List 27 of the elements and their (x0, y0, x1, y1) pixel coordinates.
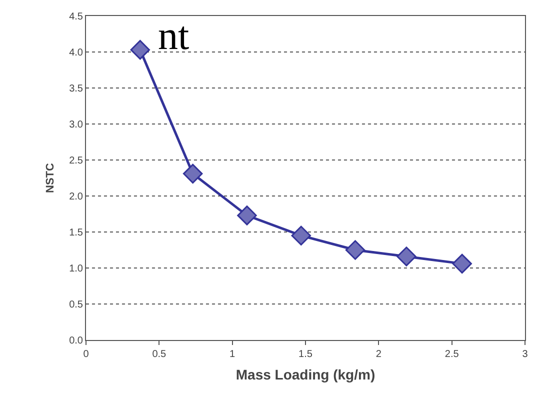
x-tick-label: 1 (230, 349, 236, 360)
x-tick-label: 0.5 (152, 349, 167, 360)
y-tick-label: 3.5 (69, 84, 84, 94)
x-tick-label: 2 (376, 349, 382, 360)
annotation: nt (158, 13, 190, 58)
y-tick-label: 4.5 (69, 12, 84, 22)
y-tick-label: 3.0 (69, 120, 84, 130)
point (182, 164, 203, 184)
point (396, 246, 416, 266)
x-tick-label: 3 (522, 349, 528, 360)
point (291, 226, 311, 246)
y-tick-label: 2.5 (69, 156, 84, 166)
y-tick-label: 0.0 (69, 336, 84, 346)
point (130, 40, 150, 60)
point (345, 240, 366, 260)
y-axis-title: NSTC (44, 162, 57, 193)
x-tick-label: 2.5 (444, 349, 460, 360)
x-axis-title: Mass Loading (kg/m) (236, 366, 376, 382)
y-tick-label: 4.0 (69, 48, 84, 58)
point (452, 254, 472, 274)
x-tick-label: 1.5 (298, 349, 313, 360)
y-tick-label: 1.5 (69, 228, 84, 238)
y-tick-label: 1.0 (69, 264, 84, 274)
y-tick-label: 2.0 (69, 192, 84, 202)
point (237, 206, 257, 226)
y-tick-label: 0.5 (69, 300, 84, 310)
x-tick-label: 0 (83, 349, 90, 360)
